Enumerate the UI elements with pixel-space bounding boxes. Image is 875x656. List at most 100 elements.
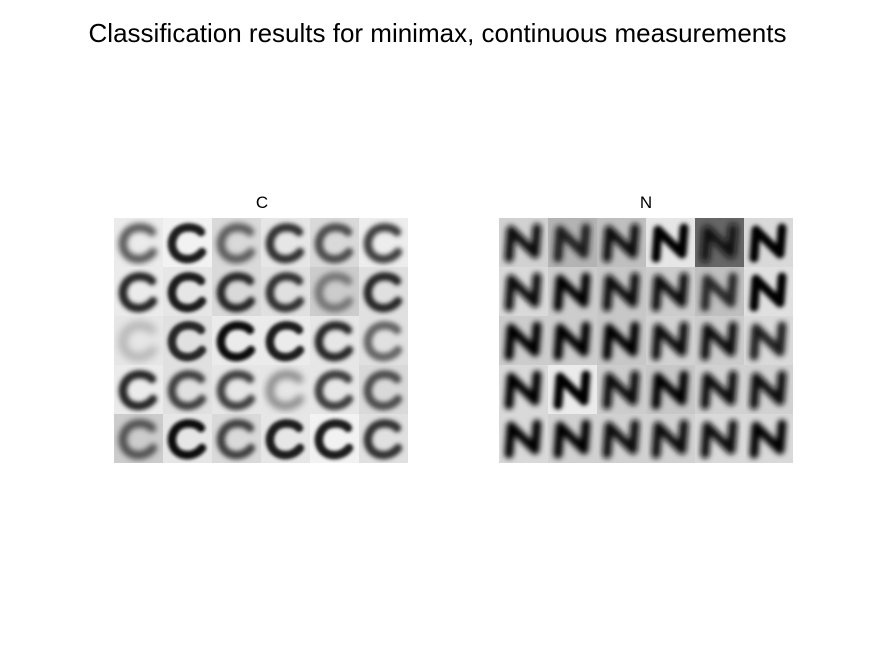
glyph-stroke-c (265, 419, 305, 460)
tile-c-r1c6 (359, 218, 408, 267)
tile-c-r5c2 (163, 414, 212, 463)
tile-n-r3c6 (744, 316, 793, 365)
glyph-stroke-n (553, 321, 591, 361)
tile-n-graphic (695, 414, 744, 463)
tile-n-graphic (646, 218, 695, 267)
tile-n-graphic (548, 218, 597, 267)
tile-c-graphic (310, 218, 359, 267)
glyph-stroke-n (749, 419, 787, 459)
tile-c-r4c6 (359, 365, 408, 414)
tile-n-r4c4 (646, 365, 695, 414)
tile-n-r4c3 (597, 365, 646, 414)
tile-n-graphic (499, 316, 548, 365)
tile-n-r5c1 (499, 414, 548, 463)
glyph-stroke-c (216, 272, 256, 313)
tile-c-graphic (163, 267, 212, 316)
glyph-stroke-n (700, 419, 738, 459)
tile-c-r2c3 (212, 267, 261, 316)
panel-label-n: N (639, 193, 653, 212)
glyph-stroke-n (553, 419, 591, 459)
tile-c-graphic (310, 414, 359, 463)
tile-c-r5c6 (359, 414, 408, 463)
tile-n-r3c1 (499, 316, 548, 365)
glyph-stroke-c (363, 223, 403, 264)
tile-n-r3c4 (646, 316, 695, 365)
tile-n-graphic (499, 414, 548, 463)
tile-c-r2c4 (261, 267, 310, 316)
glyph-stroke-c (363, 419, 403, 460)
glyph-stroke-c (363, 321, 403, 362)
glyph-stroke-c (118, 272, 158, 313)
glyph-stroke-c (314, 419, 354, 460)
tile-c-r1c1 (114, 218, 163, 267)
tile-n-r2c6 (744, 267, 793, 316)
glyph-stroke-c (167, 370, 207, 411)
tile-n-r2c4 (646, 267, 695, 316)
tile-c-graphic (261, 414, 310, 463)
tile-n-graphic (744, 267, 793, 316)
tile-c-r3c6 (359, 316, 408, 365)
tile-n-r1c2 (548, 218, 597, 267)
tile-n-r4c2 (548, 365, 597, 414)
tile-n-r2c2 (548, 267, 597, 316)
tile-n-r1c6 (744, 218, 793, 267)
tile-c-graphic (114, 365, 163, 414)
tile-n-r1c1 (499, 218, 548, 267)
tile-n-r4c6 (744, 365, 793, 414)
tile-n-graphic (744, 414, 793, 463)
tile-c-r4c4 (261, 365, 310, 414)
tile-c-graphic (261, 267, 310, 316)
tile-c-graphic (310, 365, 359, 414)
tile-n-r5c3 (597, 414, 646, 463)
tile-n-r2c3 (597, 267, 646, 316)
tile-n-graphic (597, 218, 646, 267)
tile-n-graphic (548, 267, 597, 316)
tile-c-graphic (359, 218, 408, 267)
tile-c-r4c2 (163, 365, 212, 414)
tile-c-graphic (212, 316, 261, 365)
glyph-stroke-c (216, 321, 256, 362)
glyph-stroke-c (363, 370, 403, 411)
glyph-stroke-n (553, 370, 591, 410)
tile-n-r5c2 (548, 414, 597, 463)
tile-n-graphic (548, 365, 597, 414)
tile-c-r5c3 (212, 414, 261, 463)
tile-c-graphic (163, 218, 212, 267)
tile-n-graphic (548, 316, 597, 365)
glyph-stroke-c (216, 419, 256, 460)
glyph-stroke-n (602, 321, 640, 361)
glyph-stroke-n (749, 370, 787, 410)
glyph-stroke-n (553, 223, 591, 263)
tile-n-r4c5 (695, 365, 744, 414)
tile-c-r1c4 (261, 218, 310, 267)
glyph-stroke-c (118, 223, 158, 264)
tile-n-r3c5 (695, 316, 744, 365)
tile-c-r4c1 (114, 365, 163, 414)
tile-n-graphic (646, 365, 695, 414)
glyph-stroke-c (118, 321, 158, 362)
glyph-stroke-c (167, 321, 207, 362)
glyph-stroke-n (749, 272, 787, 312)
tile-n-graphic (548, 414, 597, 463)
tile-c-r2c5 (310, 267, 359, 316)
tile-c-r3c4 (261, 316, 310, 365)
glyph-stroke-c (265, 272, 305, 313)
glyph-stroke-c (265, 370, 305, 411)
tile-c-r5c5 (310, 414, 359, 463)
glyph-stroke-n (504, 321, 542, 361)
tile-n-r3c3 (597, 316, 646, 365)
tile-c-graphic (212, 365, 261, 414)
tile-n-r2c1 (499, 267, 548, 316)
glyph-stroke-n (749, 321, 787, 361)
tile-c-graphic (114, 218, 163, 267)
glyph-stroke-c (314, 321, 354, 362)
tile-c-graphic (261, 218, 310, 267)
glyph-stroke-n (504, 272, 542, 312)
figure-title: Classification results for minimax, cont… (88, 18, 787, 48)
tile-n-graphic (597, 316, 646, 365)
glyph-stroke-n (651, 321, 689, 361)
glyph-stroke-n (700, 370, 738, 410)
glyph-stroke-n (651, 370, 689, 410)
tile-n-graphic (695, 316, 744, 365)
glyph-stroke-n (651, 272, 689, 312)
